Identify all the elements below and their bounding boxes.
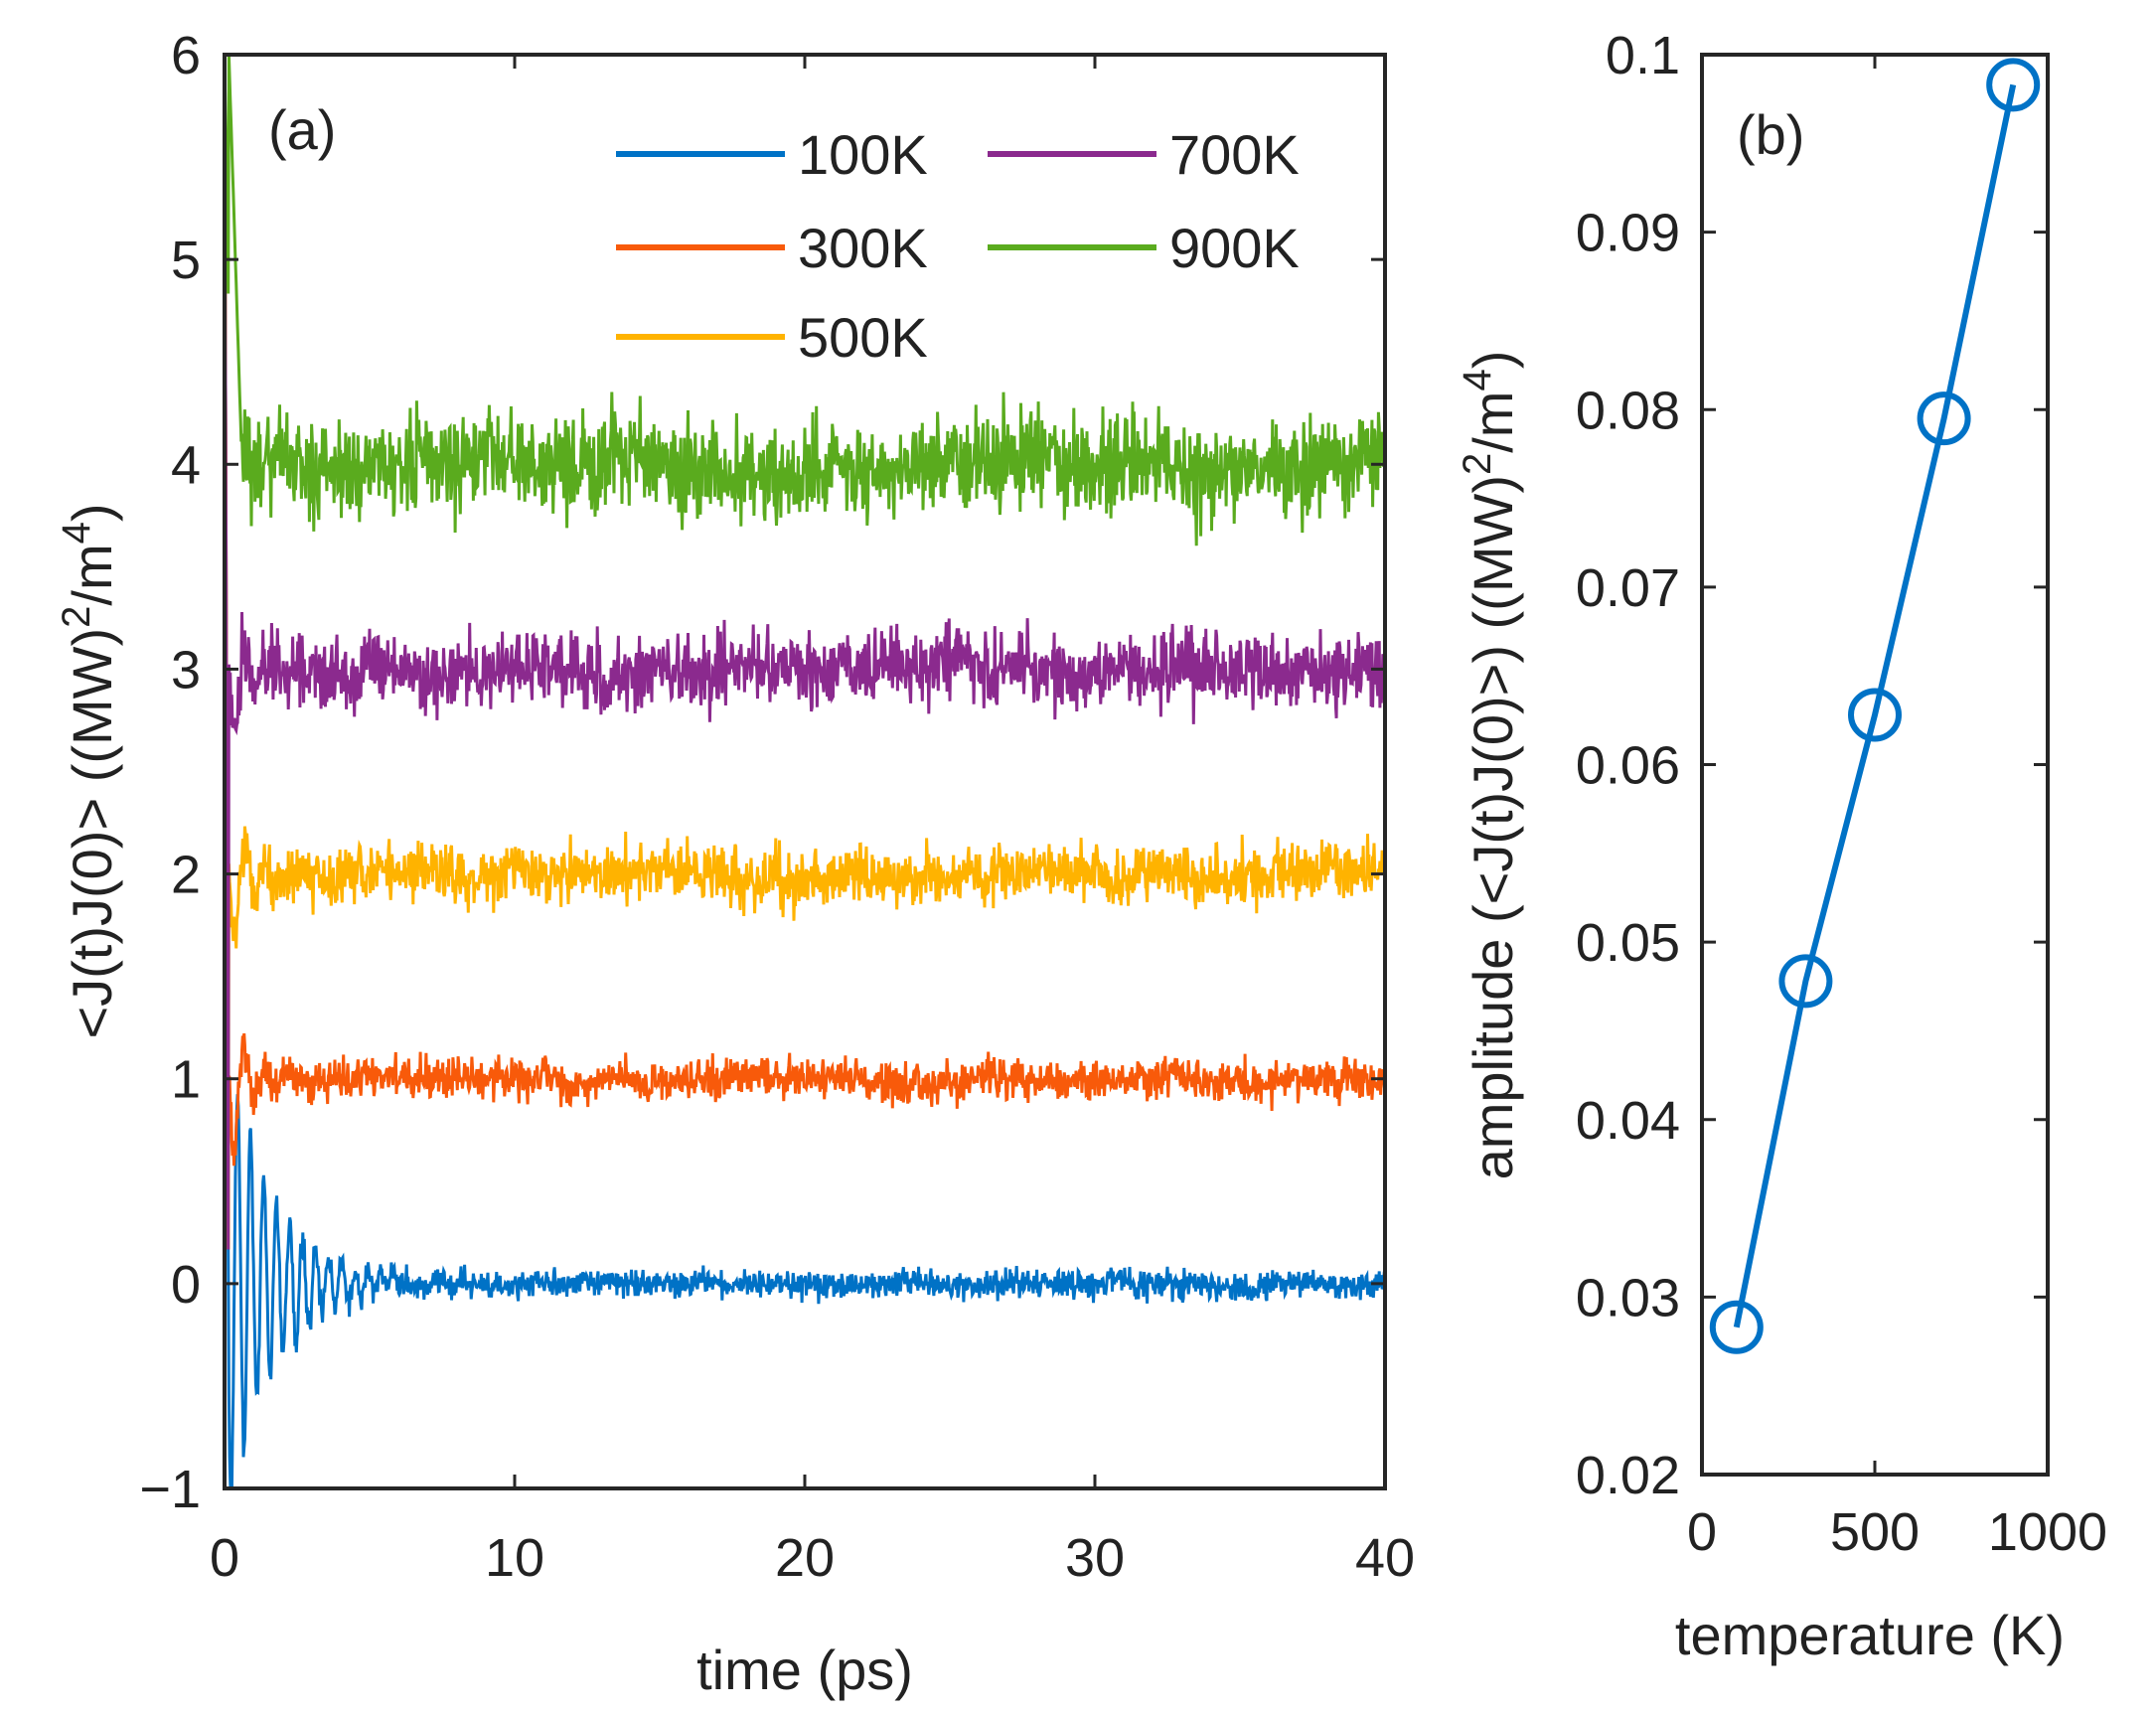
legend-label-300K: 300K — [798, 217, 928, 279]
x-tick-label: 40 — [1355, 1528, 1415, 1588]
y-tick-label: 2 — [171, 846, 201, 905]
y-tick-label: 0 — [171, 1255, 201, 1315]
y-tick-label: 0.09 — [1576, 204, 1680, 263]
series-line-900K — [225, 55, 1385, 546]
y-tick-label: 3 — [171, 640, 201, 700]
y-tick-label: −1 — [139, 1460, 201, 1519]
legend-label-500K: 500K — [798, 306, 928, 369]
x-tick-label: 20 — [775, 1528, 835, 1588]
y-axis-label-sup2: 4 — [1456, 369, 1499, 390]
x-axis-label: temperature (K) — [1675, 1604, 2065, 1666]
legend-label-900K: 900K — [1169, 217, 1300, 279]
y-tick-label: 0.08 — [1576, 381, 1680, 440]
y-axis-label-main: <J(t)J(0)> ((MW) — [61, 628, 123, 1039]
series-line-700K — [225, 55, 1385, 1250]
y-tick-label: 0.02 — [1576, 1446, 1680, 1505]
panel-label-b: (b) — [1737, 103, 1804, 166]
series-line-100K — [225, 55, 1385, 1488]
x-tick-label: 30 — [1065, 1528, 1125, 1588]
y-tick-label: 0.1 — [1606, 26, 1680, 85]
data-point-marker — [1986, 58, 2041, 112]
data-line — [1733, 83, 2017, 1328]
y-tick-label: 1 — [171, 1050, 201, 1110]
y-axis-label-end: ) — [61, 503, 123, 522]
x-tick-label: 10 — [485, 1528, 544, 1588]
y-axis-label-sup1: 2 — [1456, 453, 1499, 475]
x-tick-label: 0 — [1687, 1502, 1717, 1562]
data-point-marker — [1848, 688, 1902, 742]
series-line-500K — [225, 55, 1385, 1250]
y-axis-label-mid: /m — [61, 544, 123, 605]
y-tick-label: 5 — [171, 231, 201, 290]
data-point-marker — [1778, 954, 1833, 1009]
y-tick-label: 0.07 — [1576, 558, 1680, 618]
series-line-300K — [225, 55, 1385, 1250]
x-tick-label: 500 — [1830, 1502, 1920, 1562]
legend-label-700K: 700K — [1169, 123, 1300, 186]
legend-label-100K: 100K — [798, 123, 928, 186]
y-tick-label: 0.06 — [1576, 736, 1680, 796]
y-tick-label: 0.05 — [1576, 913, 1680, 973]
data-point-marker — [1917, 391, 1971, 446]
panel-label-a: (a) — [268, 98, 336, 161]
data-point-marker — [1709, 1300, 1764, 1354]
y-tick-label: 0.04 — [1576, 1091, 1680, 1151]
y-tick-label: 4 — [171, 435, 201, 495]
y-axis-label-sup1: 2 — [55, 606, 98, 628]
x-tick-label: 0 — [210, 1528, 239, 1588]
x-tick-label: 1000 — [1988, 1502, 2107, 1562]
y-axis-label: <J(t)J(0)> ((MW)2/m4) — [55, 503, 123, 1038]
y-tick-label: 0.03 — [1576, 1268, 1680, 1327]
y-axis-label-end: ) — [1462, 351, 1524, 370]
y-axis-label-main: amplitude (<J(t)J(0)>) ((MW) — [1462, 475, 1524, 1179]
y-axis-label-sup2: 4 — [55, 522, 98, 544]
y-tick-label: 6 — [171, 26, 201, 85]
y-axis-label-mid: /m — [1462, 391, 1524, 453]
x-axis-label: time (ps) — [696, 1638, 913, 1701]
y-axis-label: amplitude (<J(t)J(0)>) ((MW)2/m4) — [1456, 351, 1524, 1180]
panel-b: 0 500 1000 0.02 0.03 0.04 0.05 0.06 0.07 0.08 0.09… — [1456, 26, 2107, 1666]
axes-box-b — [1700, 53, 2050, 1477]
